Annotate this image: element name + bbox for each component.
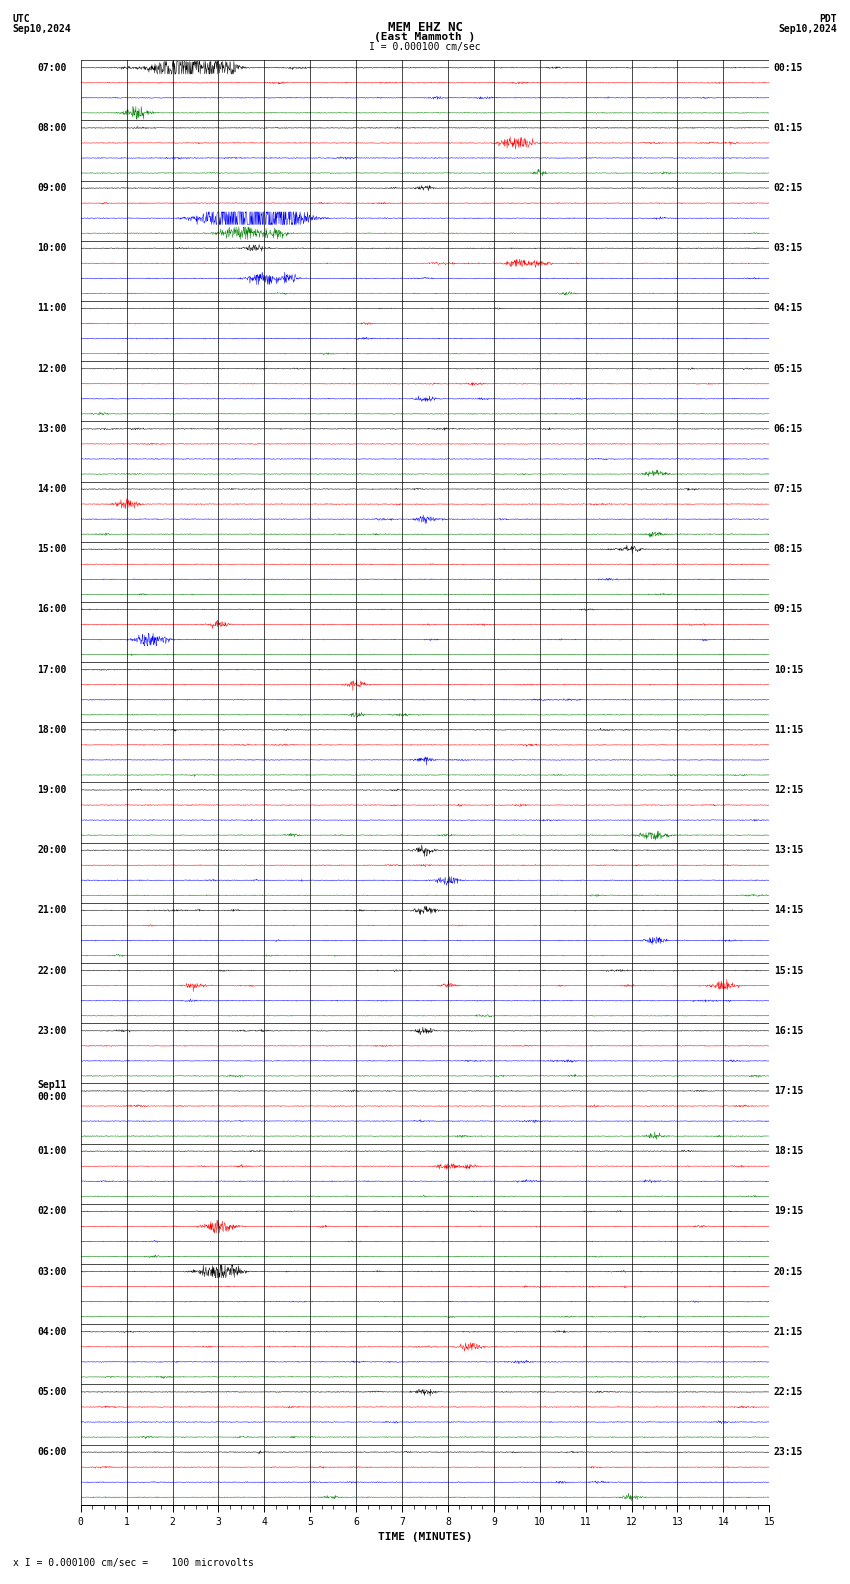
Text: 23:00: 23:00	[37, 1026, 67, 1036]
Text: 00:15: 00:15	[774, 63, 803, 73]
Text: 02:15: 02:15	[774, 184, 803, 193]
Text: PDT: PDT	[819, 14, 837, 24]
Text: 07:00: 07:00	[37, 63, 67, 73]
Text: 04:15: 04:15	[774, 304, 803, 314]
Text: 07:15: 07:15	[774, 485, 803, 494]
Text: 08:15: 08:15	[774, 545, 803, 554]
Text: 01:00: 01:00	[37, 1147, 67, 1156]
Text: Sep11
00:00: Sep11 00:00	[37, 1080, 67, 1102]
Text: 02:00: 02:00	[37, 1207, 67, 1217]
Text: 12:00: 12:00	[37, 364, 67, 374]
Text: 09:00: 09:00	[37, 184, 67, 193]
Text: 21:15: 21:15	[774, 1327, 803, 1337]
Text: 04:00: 04:00	[37, 1327, 67, 1337]
Text: 16:00: 16:00	[37, 605, 67, 615]
Text: 18:15: 18:15	[774, 1147, 803, 1156]
Text: I = 0.000100 cm/sec: I = 0.000100 cm/sec	[369, 41, 481, 52]
Text: 06:00: 06:00	[37, 1448, 67, 1457]
Text: 17:00: 17:00	[37, 665, 67, 675]
Text: 20:15: 20:15	[774, 1267, 803, 1277]
Text: 17:15: 17:15	[774, 1087, 803, 1096]
Text: 14:00: 14:00	[37, 485, 67, 494]
Text: 23:15: 23:15	[774, 1448, 803, 1457]
Text: 12:15: 12:15	[774, 786, 803, 795]
Text: 16:15: 16:15	[774, 1026, 803, 1036]
Text: 19:15: 19:15	[774, 1207, 803, 1217]
X-axis label: TIME (MINUTES): TIME (MINUTES)	[377, 1532, 473, 1543]
Text: x I = 0.000100 cm/sec =    100 microvolts: x I = 0.000100 cm/sec = 100 microvolts	[13, 1559, 253, 1568]
Text: 13:15: 13:15	[774, 846, 803, 855]
Text: UTC: UTC	[13, 14, 31, 24]
Text: 03:00: 03:00	[37, 1267, 67, 1277]
Text: 15:00: 15:00	[37, 545, 67, 554]
Text: 13:00: 13:00	[37, 425, 67, 434]
Text: 22:00: 22:00	[37, 966, 67, 976]
Text: 10:15: 10:15	[774, 665, 803, 675]
Text: 10:00: 10:00	[37, 244, 67, 253]
Text: 14:15: 14:15	[774, 906, 803, 916]
Text: 22:15: 22:15	[774, 1388, 803, 1397]
Text: MEM EHZ NC: MEM EHZ NC	[388, 21, 462, 35]
Text: 18:00: 18:00	[37, 725, 67, 735]
Text: 01:15: 01:15	[774, 124, 803, 133]
Text: 05:00: 05:00	[37, 1388, 67, 1397]
Text: 03:15: 03:15	[774, 244, 803, 253]
Text: Sep10,2024: Sep10,2024	[779, 24, 837, 33]
Text: 21:00: 21:00	[37, 906, 67, 916]
Text: 06:15: 06:15	[774, 425, 803, 434]
Text: 08:00: 08:00	[37, 124, 67, 133]
Text: 20:00: 20:00	[37, 846, 67, 855]
Text: 19:00: 19:00	[37, 786, 67, 795]
Text: 05:15: 05:15	[774, 364, 803, 374]
Text: (East Mammoth ): (East Mammoth )	[374, 32, 476, 41]
Text: 11:15: 11:15	[774, 725, 803, 735]
Text: 11:00: 11:00	[37, 304, 67, 314]
Text: 15:15: 15:15	[774, 966, 803, 976]
Text: 09:15: 09:15	[774, 605, 803, 615]
Text: Sep10,2024: Sep10,2024	[13, 24, 71, 33]
